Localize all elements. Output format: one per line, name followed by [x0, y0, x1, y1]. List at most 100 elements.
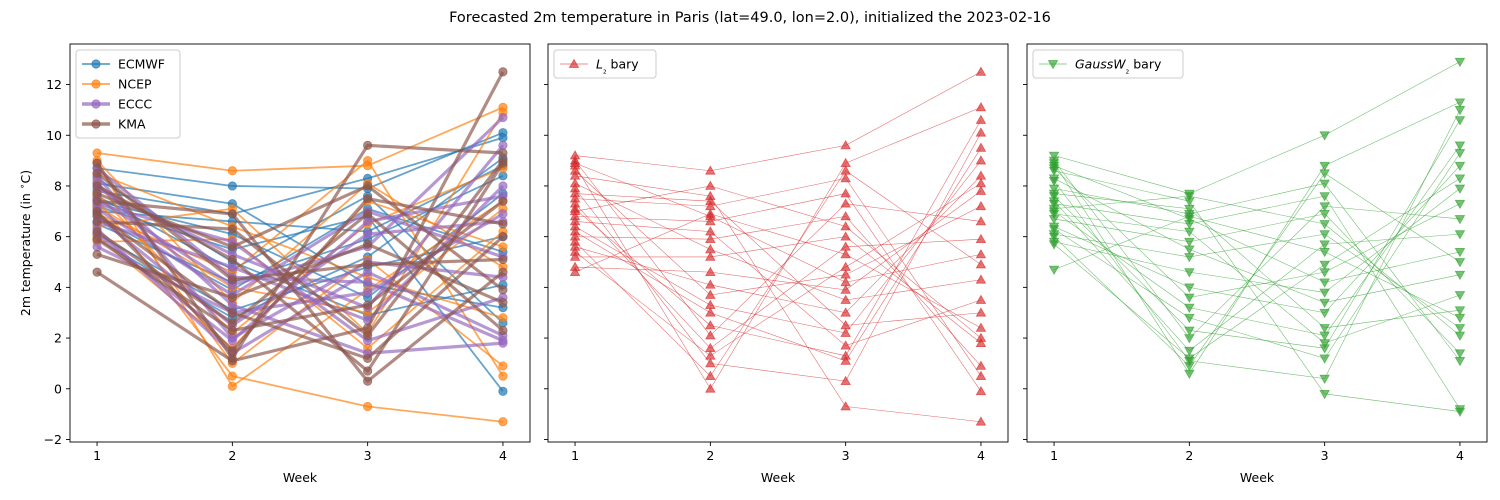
data-point	[498, 232, 508, 242]
data-point	[498, 148, 508, 158]
data-point	[975, 360, 987, 370]
data-point	[705, 358, 716, 368]
data-point	[1319, 389, 1330, 400]
series-gaussw-bary	[1048, 57, 1466, 417]
data-point	[569, 236, 581, 246]
y-tick-label: 8	[54, 178, 62, 193]
data-point	[498, 171, 508, 181]
x-tick-label: 4	[1456, 448, 1464, 463]
series-line	[575, 175, 981, 422]
data-point	[1454, 149, 1466, 159]
data-point	[1319, 202, 1330, 212]
data-point	[1184, 192, 1195, 202]
data-point	[1454, 184, 1466, 194]
x-axis-label: Week	[283, 470, 318, 485]
data-point	[975, 66, 987, 76]
data-point	[1319, 131, 1330, 141]
legend-marker	[91, 79, 101, 89]
data-point	[1319, 192, 1330, 202]
data-point	[227, 224, 237, 234]
data-point	[840, 165, 851, 175]
data-point	[363, 267, 373, 277]
data-point	[498, 219, 508, 229]
data-point	[227, 356, 237, 366]
data-point	[1319, 324, 1330, 334]
series-line	[574, 183, 981, 301]
data-point	[975, 142, 987, 152]
data-point	[363, 181, 373, 191]
x-tick-label: 2	[228, 448, 236, 463]
data-point	[840, 355, 851, 365]
series-line	[1053, 152, 1461, 359]
data-point	[569, 266, 581, 277]
legend-marker	[91, 99, 101, 109]
data-point	[227, 275, 237, 285]
data-point	[975, 249, 987, 259]
data-point	[1184, 334, 1195, 344]
data-point	[363, 239, 373, 249]
x-tick-label: 4	[977, 448, 985, 463]
data-point	[1048, 156, 1060, 167]
legend-label: KMA	[118, 117, 146, 132]
series-line	[574, 162, 981, 283]
data-point	[840, 307, 851, 317]
legend-box	[553, 49, 657, 79]
axes-frame	[547, 43, 1009, 443]
data-point	[92, 249, 102, 260]
data-point	[840, 284, 851, 294]
data-point	[1048, 240, 1060, 250]
data-point	[975, 259, 987, 269]
data-point	[498, 325, 508, 336]
data-point	[840, 231, 851, 241]
x-tick-label: 3	[1321, 448, 1329, 463]
series-line	[1053, 102, 1461, 374]
data-point	[975, 185, 987, 195]
figure-title: Forecasted 2m temperature in Paris (lat=…	[449, 10, 1051, 26]
data-point	[363, 216, 373, 227]
data-point	[92, 181, 102, 191]
data-point	[498, 313, 508, 323]
x-tick-label: 1	[571, 448, 579, 463]
data-point	[975, 416, 987, 426]
legend-marker	[91, 59, 101, 69]
data-point	[1319, 288, 1330, 298]
y-tick-label: 10	[46, 128, 62, 143]
data-point	[975, 216, 987, 226]
data-point	[227, 300, 237, 310]
data-point	[569, 226, 581, 236]
series-line	[96, 199, 504, 333]
data-point	[840, 276, 851, 287]
data-point	[705, 266, 716, 277]
series-line	[1053, 178, 1461, 359]
data-point	[363, 277, 373, 287]
data-point	[1319, 308, 1330, 319]
data-point	[1184, 204, 1195, 215]
data-point	[92, 209, 102, 219]
data-point	[1184, 268, 1195, 278]
data-point	[1184, 237, 1195, 248]
data-point	[92, 267, 102, 277]
series-line	[96, 212, 505, 360]
data-point	[498, 297, 508, 308]
series-line	[575, 185, 982, 339]
data-point	[498, 254, 508, 265]
data-point	[1319, 354, 1330, 364]
data-point	[1454, 141, 1466, 151]
data-point	[363, 300, 373, 310]
data-point	[227, 254, 237, 265]
series-line	[95, 227, 504, 355]
x-tick-label: 2	[706, 448, 714, 463]
data-point	[1454, 291, 1466, 301]
x-tick-label: 3	[842, 448, 850, 463]
data-point	[498, 112, 508, 123]
series-line	[96, 71, 505, 363]
series-line	[575, 193, 982, 392]
data-point	[569, 251, 581, 261]
data-point	[840, 340, 851, 350]
series-line	[574, 203, 981, 349]
data-point	[705, 330, 716, 340]
data-point	[1454, 331, 1466, 341]
data-point	[1454, 116, 1466, 126]
series-line	[96, 199, 504, 383]
